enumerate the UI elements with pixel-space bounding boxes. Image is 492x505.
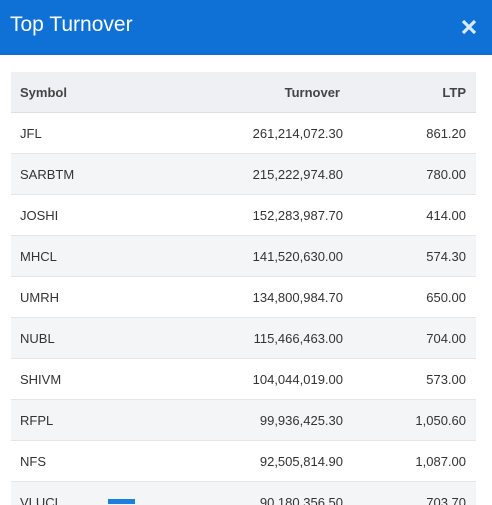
cell-turnover-value: 141,520,630.00 xyxy=(252,248,343,264)
cell-ltp: 574.30 xyxy=(342,235,476,277)
table-row[interactable]: SHIVM 104,044,019.00 573.00 xyxy=(11,358,476,400)
column-header-ltp[interactable]: LTP xyxy=(342,72,476,113)
cell-turnover: 215,222,974.80 xyxy=(151,153,343,195)
cell-ltp: 573.00 xyxy=(342,358,476,400)
column-header-symbol[interactable]: Symbol xyxy=(11,72,151,113)
modal-header: Top Turnover xyxy=(0,0,492,55)
cell-ltp: 1,050.60 xyxy=(342,399,476,441)
table-row[interactable]: UMRH 134,800,984.70 650.00 xyxy=(11,276,476,318)
cell-turnover: 104,044,019.00 xyxy=(151,358,343,400)
column-header-turnover-label: Turnover xyxy=(284,84,340,100)
cell-ltp: 861.20 xyxy=(342,112,476,154)
cell-turnover-value: 152,283,987.70 xyxy=(252,207,343,223)
cell-ltp: 1,087.00 xyxy=(342,440,476,482)
cell-symbol[interactable]: UMRH xyxy=(11,276,151,318)
cell-symbol[interactable]: SHIVM xyxy=(11,358,151,400)
table-row[interactable]: MHCL 141,520,630.00 574.30 xyxy=(11,235,476,277)
cell-turnover: 141,520,630.00 xyxy=(151,235,343,277)
cell-turnover: 115,466,463.00 xyxy=(151,317,343,359)
table-row[interactable]: VLUCL 90,180,356.50 703.70 xyxy=(11,481,476,505)
cell-symbol[interactable]: JOSHI xyxy=(11,194,151,236)
cell-turnover: 99,936,425.30 xyxy=(151,399,343,441)
cell-turnover-value: 134,800,984.70 xyxy=(252,289,343,305)
cell-turnover-value: 215,222,974.80 xyxy=(252,166,343,182)
cell-turnover: 90,180,356.50 xyxy=(151,482,343,505)
cell-ltp: 650.00 xyxy=(342,276,476,318)
cell-ltp: 704.00 xyxy=(342,317,476,359)
cell-ltp: 780.00 xyxy=(342,153,476,195)
modal-title: Top Turnover xyxy=(10,13,133,36)
table-header-row: Symbol Turnover LTP xyxy=(11,72,476,113)
table-row[interactable]: NUBL 115,466,463.00 704.00 xyxy=(11,317,476,359)
column-header-turnover[interactable]: Turnover xyxy=(151,72,342,113)
table-body: JFL 261,214,072.30 861.20 SARBTM 215,222,974… xyxy=(11,112,476,505)
close-button[interactable] xyxy=(460,18,478,36)
cell-turnover: 261,214,072.30 xyxy=(151,112,343,154)
cell-turnover-value: 104,044,019.00 xyxy=(252,371,343,387)
close-icon xyxy=(461,19,477,35)
table-header: Symbol Turnover LTP xyxy=(11,72,476,113)
cell-symbol[interactable]: NUBL xyxy=(11,317,151,359)
cell-turnover-value: 90,180,356.50 xyxy=(259,494,343,505)
turnover-table-container: Symbol Turnover LTP JFL 261,214,072.30 861… xyxy=(11,72,476,505)
scroll-indicator[interactable] xyxy=(108,499,135,504)
table-row[interactable]: RFPL 99,936,425.30 1,050.60 xyxy=(11,399,476,441)
cell-symbol[interactable]: VLUCL xyxy=(20,494,62,505)
cell-turnover-value: 99,936,425.30 xyxy=(259,412,343,428)
table-row[interactable]: JOSHI 152,283,987.70 414.00 xyxy=(11,194,476,236)
cell-turnover: 92,505,814.90 xyxy=(151,440,343,482)
table-row[interactable]: NFS 92,505,814.90 1,087.00 xyxy=(11,440,476,482)
cell-symbol[interactable]: MHCL xyxy=(11,235,151,277)
table-row[interactable]: SARBTM 215,222,974.80 780.00 xyxy=(11,153,476,195)
cell-turnover-value: 92,505,814.90 xyxy=(259,453,343,469)
turnover-table: Symbol Turnover LTP JFL 261,214,072.30 861… xyxy=(11,72,476,505)
cell-turnover-value: 261,214,072.30 xyxy=(252,125,343,141)
cell-turnover: 152,283,987.70 xyxy=(151,194,343,236)
table-row[interactable]: JFL 261,214,072.30 861.20 xyxy=(11,112,476,154)
cell-turnover: 134,800,984.70 xyxy=(151,276,343,318)
cell-ltp: 414.00 xyxy=(342,194,476,236)
cell-symbol[interactable]: RFPL xyxy=(11,399,151,441)
cell-turnover-value: 115,466,463.00 xyxy=(253,330,343,346)
cell-symbol[interactable]: SARBTM xyxy=(11,153,151,195)
cell-symbol[interactable]: JFL xyxy=(11,112,151,154)
cell-symbol[interactable]: NFS xyxy=(11,440,151,482)
cell-ltp: 703.70 xyxy=(426,494,466,505)
